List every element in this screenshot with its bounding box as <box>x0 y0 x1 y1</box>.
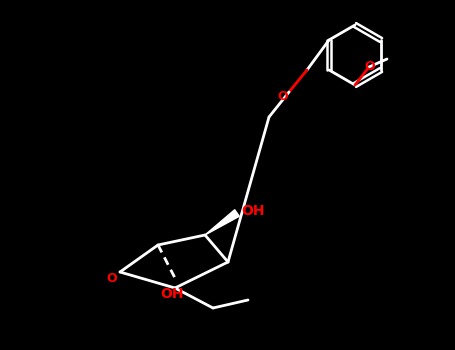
Text: O: O <box>365 60 375 72</box>
Polygon shape <box>205 210 239 235</box>
Text: OH: OH <box>241 204 265 218</box>
Text: OH: OH <box>160 287 184 301</box>
Text: O: O <box>106 272 117 285</box>
Text: O: O <box>278 90 288 103</box>
